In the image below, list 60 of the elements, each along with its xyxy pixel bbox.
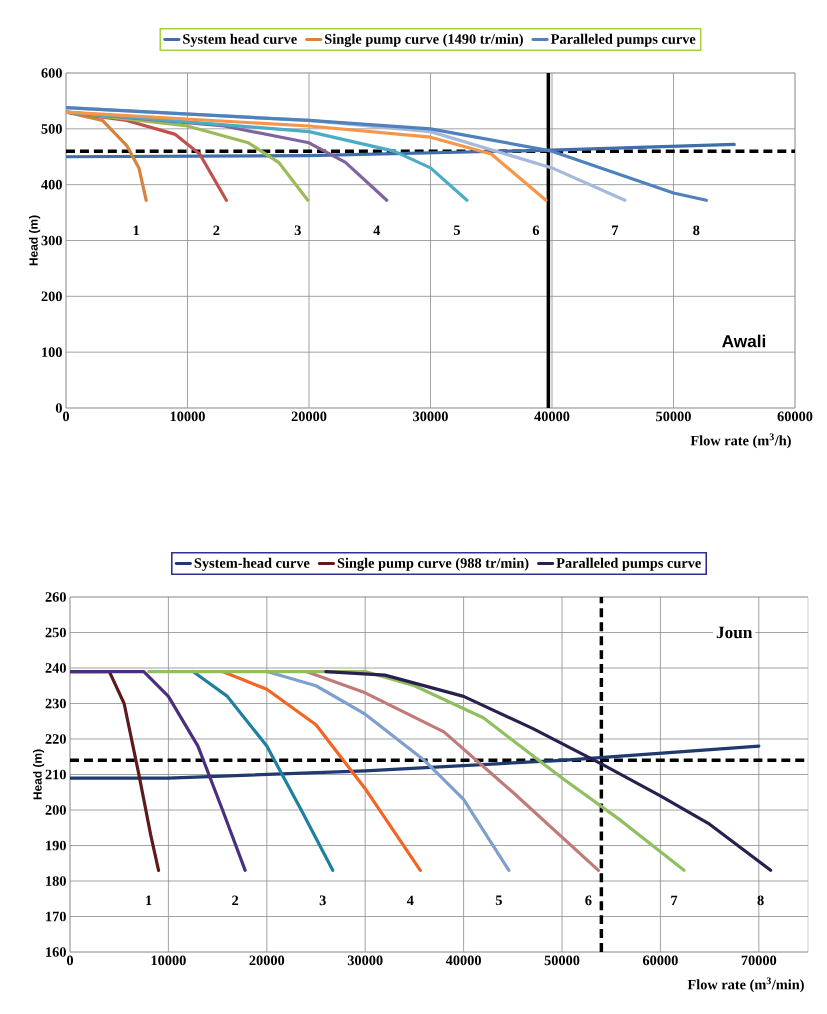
y-tick-label: 190 [46, 840, 66, 851]
y-tick-label: 600 [41, 68, 62, 78]
annotation: 7 [671, 895, 678, 906]
x-tick-label: 40000 [445, 955, 481, 966]
annotation: 2 [213, 225, 220, 236]
x-tick-label: 20000 [249, 955, 285, 966]
x-tick-label: 10000 [151, 955, 186, 966]
y-tick-label: 220 [45, 734, 66, 744]
annotation: Joun [716, 626, 753, 639]
x-tick-label: 60000 [642, 955, 678, 966]
y-tick-label: 240 [45, 663, 66, 673]
y-tick-label: 0 [55, 403, 62, 413]
y-tick-label: 100 [42, 347, 62, 357]
x-tick-label: 50000 [656, 411, 691, 422]
y-axis-title: Head (m) [32, 749, 45, 800]
annotation: 7 [612, 225, 619, 235]
y-tick-label: 180 [46, 876, 66, 886]
annotation: 5 [453, 225, 461, 236]
y-tick-label: 500 [41, 123, 62, 134]
legend-label: System-head curve [194, 557, 310, 571]
x-axis-title: Flow rate (m$^{3}$/min) [687, 977, 804, 993]
annotation: 4 [373, 225, 381, 236]
y-tick-label: 170 [46, 911, 66, 922]
x-tick-label: 20000 [291, 411, 327, 422]
annotation: 8 [693, 225, 700, 236]
y-tick-label: 400 [41, 179, 62, 190]
y-axis-title: Head (m) [28, 215, 41, 266]
annotation: 1 [146, 895, 152, 906]
annotation: 4 [406, 895, 414, 906]
legend-label: Paralleled pumps curve [550, 33, 696, 47]
legend-label: Single pump curve (988 tr/min) [337, 557, 529, 571]
x-tick-label: 0 [66, 955, 74, 966]
x-tick-label: 30000 [413, 411, 448, 422]
legend-label: Single pump curve (1490 tr/min) [325, 33, 523, 47]
y-tick-label: 200 [45, 805, 66, 815]
y-tick-label: 210 [45, 769, 66, 780]
annotation: 8 [757, 895, 764, 906]
annotation: 3 [294, 225, 301, 236]
y-tick-label: 160 [46, 947, 66, 957]
legend-label: System head curve [183, 33, 297, 47]
y-tick-label: 230 [45, 698, 66, 709]
x-tick-label: 70000 [741, 955, 777, 966]
annotation: 2 [232, 895, 239, 906]
y-tick-label: 250 [45, 627, 66, 638]
annotation: 5 [495, 895, 502, 906]
annotation: 3 [319, 895, 326, 906]
annotation: 6 [532, 225, 540, 236]
y-tick-label: 260 [45, 592, 66, 602]
y-tick-label: 200 [41, 291, 62, 302]
annotation: 6 [585, 895, 592, 906]
x-tick-label: 30000 [347, 955, 383, 966]
x-axis-title: Flow rate (m$^{3}$/h) [690, 433, 791, 449]
x-tick-label: 60000 [777, 411, 813, 422]
x-tick-label: 10000 [170, 411, 205, 422]
legend-label: Paralleled pumps curve [556, 557, 701, 571]
x-tick-label: 50000 [544, 955, 580, 966]
annotation: Awali [722, 334, 766, 348]
y-tick-label: 300 [41, 235, 62, 246]
annotation: 1 [133, 225, 140, 236]
x-tick-label: 40000 [534, 411, 570, 422]
